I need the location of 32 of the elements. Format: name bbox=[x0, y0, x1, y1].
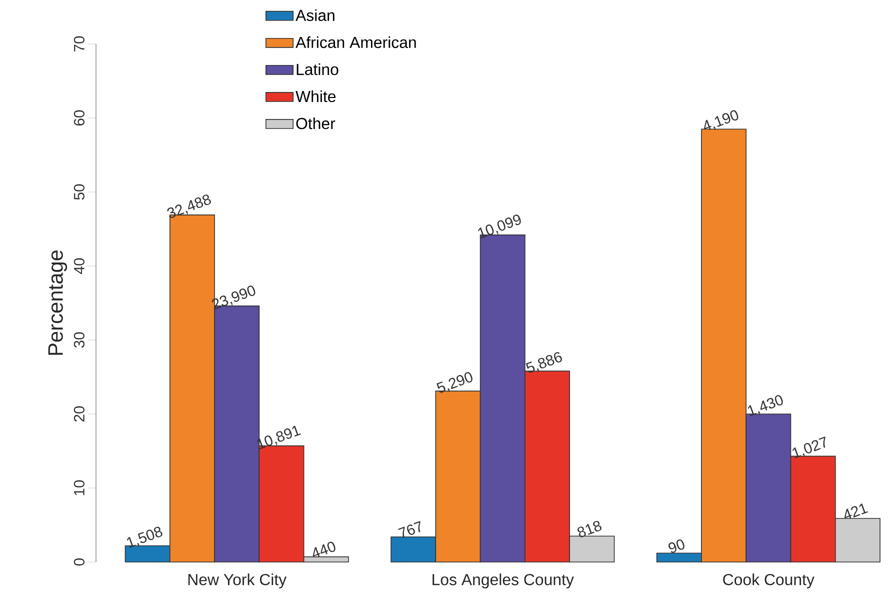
annotation: 4,190 bbox=[704, 110, 738, 130]
legend-label: White bbox=[296, 90, 336, 102]
legend-label: Latino bbox=[296, 63, 338, 76]
y-tick-label: 40 bbox=[74, 258, 84, 274]
annotation: 5,886 bbox=[526, 352, 562, 373]
legend-label: Other bbox=[296, 117, 336, 130]
y-tick-label: 30 bbox=[74, 332, 84, 348]
y-tick-label: 10 bbox=[74, 480, 84, 496]
annotation: 1,027 bbox=[792, 436, 826, 458]
y-axis-title: Percentage bbox=[48, 250, 68, 355]
annotation: 5,290 bbox=[436, 372, 472, 393]
annotation: 767 bbox=[398, 520, 420, 538]
y-tick-label: 70 bbox=[74, 36, 84, 52]
annotation: 1,430 bbox=[748, 395, 783, 416]
annotation: 10,891 bbox=[257, 426, 301, 450]
annotation: 440 bbox=[312, 542, 336, 558]
x-tick-label: Cook County bbox=[723, 574, 814, 588]
legend-label: Asian bbox=[296, 9, 334, 22]
y-tick-label: 50 bbox=[74, 184, 84, 200]
legend-label: African American bbox=[296, 36, 416, 48]
annotation: 818 bbox=[577, 520, 602, 538]
y-tick-label: 60 bbox=[74, 110, 84, 126]
annotation: 10,099 bbox=[478, 214, 521, 238]
x-tick-label: New York City bbox=[188, 574, 287, 588]
annotation: 23,990 bbox=[212, 286, 256, 310]
y-tick-label: 0 bbox=[74, 558, 84, 566]
annotation: 421 bbox=[844, 503, 868, 519]
x-tick-label: Los Angeles County bbox=[432, 574, 574, 588]
y-tick-label: 20 bbox=[74, 406, 84, 422]
annotation: 32,488 bbox=[167, 194, 211, 218]
annotation: 90 bbox=[668, 539, 684, 553]
annotation: 1,508 bbox=[126, 526, 162, 548]
